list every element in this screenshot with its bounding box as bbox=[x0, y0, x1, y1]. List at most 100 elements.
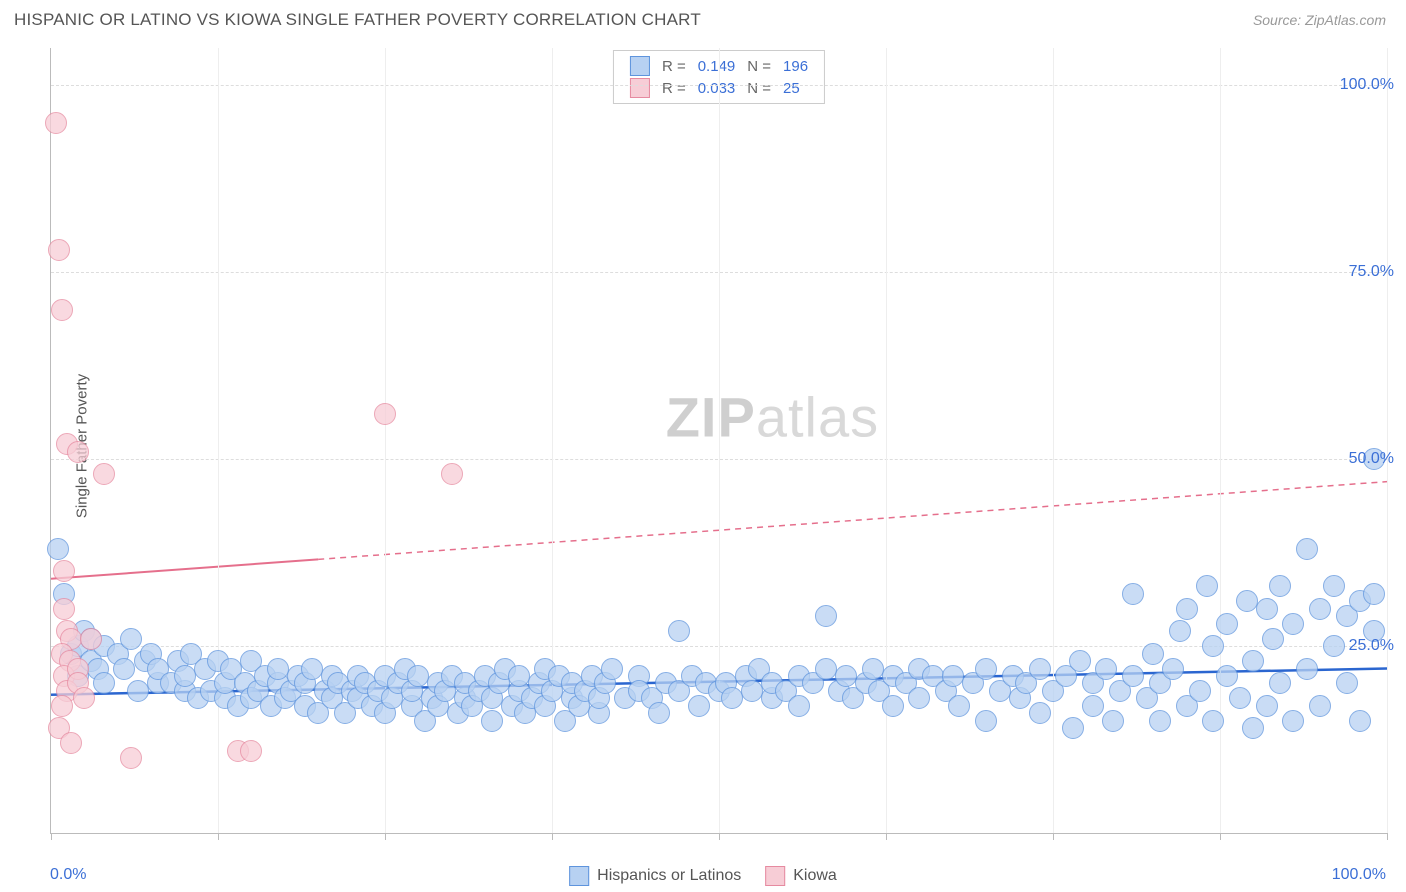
scatter-point bbox=[53, 598, 75, 620]
legend-n-value: 196 bbox=[777, 55, 814, 77]
scatter-point bbox=[1323, 635, 1345, 657]
scatter-point bbox=[1062, 717, 1084, 739]
source-attribution: Source: ZipAtlas.com bbox=[1253, 12, 1386, 28]
gridline-vertical bbox=[1053, 48, 1054, 833]
scatter-point bbox=[1256, 598, 1278, 620]
scatter-point bbox=[1169, 620, 1191, 642]
scatter-point bbox=[942, 665, 964, 687]
scatter-point bbox=[1029, 658, 1051, 680]
trend-line-solid bbox=[51, 559, 318, 578]
legend-swatch bbox=[765, 866, 785, 886]
scatter-point bbox=[481, 710, 503, 732]
x-tick bbox=[886, 833, 887, 840]
watermark-atlas: atlas bbox=[756, 385, 879, 448]
scatter-point bbox=[815, 658, 837, 680]
gridline-vertical bbox=[218, 48, 219, 833]
series-legend-label: Hispanics or Latinos bbox=[597, 867, 741, 885]
scatter-point bbox=[1162, 658, 1184, 680]
scatter-point bbox=[1122, 583, 1144, 605]
scatter-point bbox=[1296, 658, 1318, 680]
scatter-point bbox=[73, 687, 95, 709]
x-tick bbox=[385, 833, 386, 840]
scatter-point bbox=[1349, 710, 1371, 732]
x-min-label: 0.0% bbox=[50, 866, 86, 884]
series-legend-item: Hispanics or Latinos bbox=[569, 866, 741, 886]
series-legend-item: Kiowa bbox=[765, 866, 837, 886]
scatter-point bbox=[908, 687, 930, 709]
series-legend: Hispanics or Latinos Kiowa bbox=[569, 866, 837, 886]
watermark-zip: ZIP bbox=[666, 385, 756, 448]
scatter-point bbox=[1242, 717, 1264, 739]
legend-r-value: 0.149 bbox=[692, 55, 742, 77]
scatter-point bbox=[51, 299, 73, 321]
x-max-label: 100.0% bbox=[1332, 866, 1386, 884]
legend-swatch bbox=[630, 78, 650, 98]
scatter-point bbox=[1196, 575, 1218, 597]
scatter-point bbox=[975, 710, 997, 732]
scatter-point bbox=[1149, 710, 1171, 732]
scatter-point bbox=[948, 695, 970, 717]
scatter-point bbox=[407, 665, 429, 687]
scatter-point bbox=[53, 560, 75, 582]
x-tick bbox=[51, 833, 52, 840]
legend-r-label: R = bbox=[656, 55, 692, 77]
trend-line-dashed bbox=[318, 482, 1387, 560]
scatter-point bbox=[1082, 695, 1104, 717]
scatter-point bbox=[1269, 575, 1291, 597]
gridline-vertical bbox=[1387, 48, 1388, 833]
scatter-point bbox=[975, 658, 997, 680]
scatter-point bbox=[741, 680, 763, 702]
legend-swatch bbox=[569, 866, 589, 886]
scatter-point bbox=[1202, 635, 1224, 657]
scatter-point bbox=[1363, 583, 1385, 605]
scatter-point bbox=[882, 695, 904, 717]
scatter-point bbox=[441, 463, 463, 485]
y-tick-label: 75.0% bbox=[1349, 263, 1394, 281]
watermark: ZIPatlas bbox=[666, 384, 879, 449]
scatter-point bbox=[688, 695, 710, 717]
scatter-point bbox=[45, 112, 67, 134]
series-legend-label: Kiowa bbox=[793, 867, 837, 885]
scatter-point bbox=[1242, 650, 1264, 672]
scatter-point bbox=[374, 403, 396, 425]
scatter-point bbox=[1142, 643, 1164, 665]
scatter-point bbox=[1189, 680, 1211, 702]
legend-r-label: R = bbox=[656, 77, 692, 99]
scatter-point bbox=[113, 658, 135, 680]
gridline-vertical bbox=[552, 48, 553, 833]
legend-n-value: 25 bbox=[777, 77, 814, 99]
scatter-point bbox=[120, 628, 142, 650]
scatter-point bbox=[93, 672, 115, 694]
scatter-point bbox=[1262, 628, 1284, 650]
scatter-point bbox=[862, 658, 884, 680]
legend-n-label: N = bbox=[741, 55, 777, 77]
scatter-point bbox=[815, 605, 837, 627]
scatter-point bbox=[127, 680, 149, 702]
x-tick bbox=[218, 833, 219, 840]
scatter-point bbox=[1176, 598, 1198, 620]
scatter-point bbox=[1216, 613, 1238, 635]
x-tick bbox=[1220, 833, 1221, 840]
chart-title: HISPANIC OR LATINO VS KIOWA SINGLE FATHE… bbox=[14, 10, 701, 30]
scatter-point bbox=[1296, 538, 1318, 560]
scatter-point bbox=[1069, 650, 1091, 672]
scatter-point bbox=[721, 687, 743, 709]
scatter-point bbox=[1216, 665, 1238, 687]
scatter-point bbox=[1269, 672, 1291, 694]
x-tick bbox=[1053, 833, 1054, 840]
scatter-point bbox=[668, 620, 690, 642]
scatter-point bbox=[174, 665, 196, 687]
scatter-point bbox=[51, 695, 73, 717]
scatter-point bbox=[1029, 702, 1051, 724]
scatter-point bbox=[1309, 598, 1331, 620]
scatter-point bbox=[67, 441, 89, 463]
x-tick bbox=[1387, 833, 1388, 840]
scatter-point bbox=[648, 702, 670, 724]
scatter-point bbox=[1309, 695, 1331, 717]
scatter-point bbox=[48, 239, 70, 261]
scatter-point bbox=[240, 740, 262, 762]
x-tick bbox=[552, 833, 553, 840]
x-tick bbox=[719, 833, 720, 840]
scatter-point bbox=[93, 463, 115, 485]
scatter-point bbox=[788, 695, 810, 717]
